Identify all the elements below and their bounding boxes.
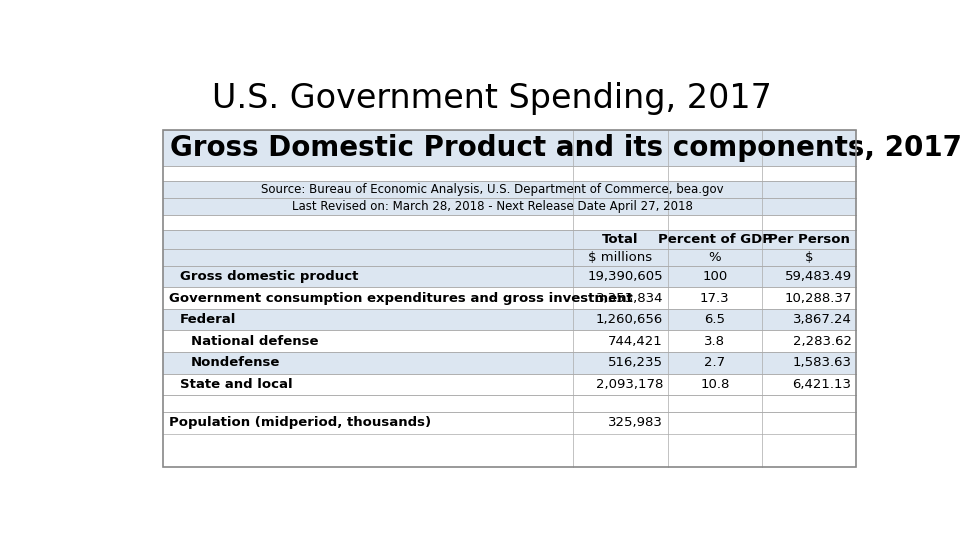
Text: Population (midperiod, thousands): Population (midperiod, thousands) (169, 416, 431, 429)
Bar (162, 287, 856, 309)
Text: 19,390,605: 19,390,605 (588, 270, 663, 283)
Text: Gross Domestic Product and its components, 2017: Gross Domestic Product and its component… (170, 134, 960, 162)
Text: Last Revised on: March 28, 2018 - Next Release Date April 27, 2018: Last Revised on: March 28, 2018 - Next R… (292, 200, 692, 213)
Bar (162, 130, 856, 467)
Text: Government consumption expenditures and gross investment: Government consumption expenditures and … (169, 292, 633, 305)
Text: 6.5: 6.5 (705, 313, 726, 326)
Bar (162, 352, 856, 374)
Text: 2,283.62: 2,283.62 (793, 335, 852, 348)
Text: 1,260,656: 1,260,656 (596, 313, 663, 326)
Text: Federal: Federal (180, 313, 236, 326)
Text: 3.8: 3.8 (705, 335, 726, 348)
Text: Gross domestic product: Gross domestic product (180, 270, 358, 283)
Text: State and local: State and local (180, 378, 292, 391)
Text: $: $ (804, 251, 813, 264)
Bar (162, 309, 856, 330)
Bar (162, 198, 856, 215)
Text: 325,983: 325,983 (608, 416, 663, 429)
Text: 10.8: 10.8 (700, 378, 730, 391)
Text: Per Person: Per Person (768, 233, 850, 246)
Text: 3,867.24: 3,867.24 (793, 313, 852, 326)
Bar (162, 330, 856, 352)
Text: National defense: National defense (190, 335, 318, 348)
Text: 100: 100 (702, 270, 728, 283)
Text: 2.7: 2.7 (705, 356, 726, 369)
Bar (162, 215, 856, 231)
Bar (162, 412, 856, 434)
Text: 2,093,178: 2,093,178 (595, 378, 663, 391)
Text: 6,421.13: 6,421.13 (793, 378, 852, 391)
Text: 1,583.63: 1,583.63 (793, 356, 852, 369)
Text: Source: Bureau of Economic Analysis, U.S. Department of Commerce, bea.gov: Source: Bureau of Economic Analysis, U.S… (261, 183, 723, 196)
Text: 744,421: 744,421 (609, 335, 663, 348)
Text: Percent of GDP: Percent of GDP (658, 233, 772, 246)
Bar (162, 231, 856, 249)
Text: 10,288.37: 10,288.37 (784, 292, 852, 305)
Text: 516,235: 516,235 (608, 356, 663, 369)
Text: 17.3: 17.3 (700, 292, 730, 305)
Bar (162, 249, 856, 266)
Bar (162, 130, 856, 166)
Bar (162, 374, 856, 395)
Bar (162, 166, 856, 181)
Text: $ millions: $ millions (588, 251, 653, 264)
Text: %: % (708, 251, 721, 264)
Text: Nondefense: Nondefense (190, 356, 280, 369)
Bar (162, 266, 856, 287)
Bar (162, 395, 856, 412)
Text: 59,483.49: 59,483.49 (784, 270, 852, 283)
Text: Total: Total (602, 233, 638, 246)
Text: 3,353,834: 3,353,834 (595, 292, 663, 305)
Bar (162, 181, 856, 198)
Text: U.S. Government Spending, 2017: U.S. Government Spending, 2017 (212, 82, 772, 114)
